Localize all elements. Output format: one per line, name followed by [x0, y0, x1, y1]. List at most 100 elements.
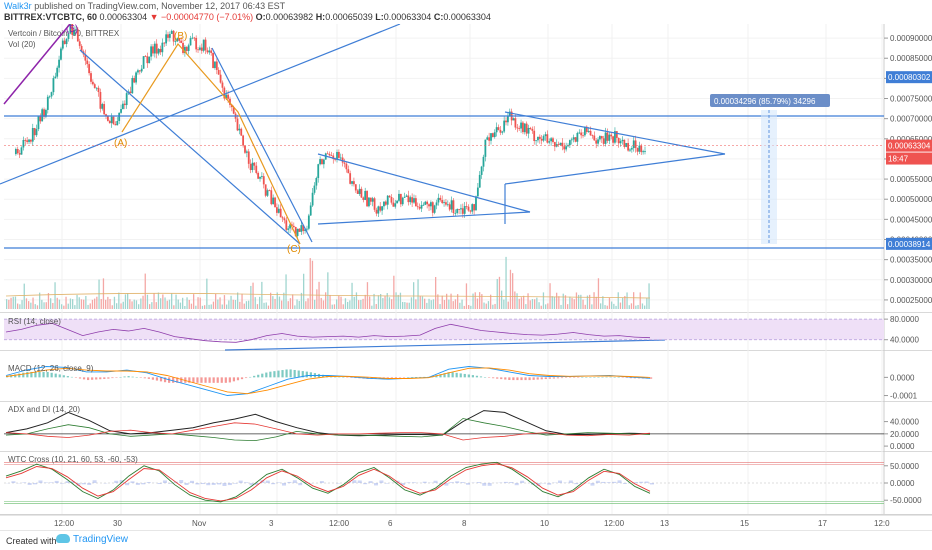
volume-bar: [454, 299, 457, 309]
candle-body: [383, 201, 385, 207]
wt-histogram-bar: [162, 480, 167, 483]
macd-histogram-bar: [536, 377, 539, 380]
y-tick-label: 0.00065000: [890, 135, 932, 144]
candle-body: [354, 184, 357, 191]
candle-body: [208, 50, 211, 53]
candle-body: [306, 228, 308, 230]
wt-histogram-bar: [379, 480, 384, 483]
candle-body: [174, 41, 177, 43]
candle-body: [262, 176, 265, 185]
volume-bar: [479, 292, 481, 309]
wt-histogram-bar: [579, 482, 584, 483]
candle-body: [300, 225, 303, 232]
candle-body: [501, 131, 504, 133]
volume-bar: [151, 302, 153, 309]
y-tick-label: -50.0000: [890, 496, 922, 505]
candle-body: [260, 176, 263, 178]
volume-bar: [507, 301, 509, 309]
macd-histogram-bar: [342, 377, 345, 378]
macd-histogram-bar: [463, 373, 466, 378]
volume-bar: [228, 300, 230, 309]
author-link[interactable]: Walk3r: [4, 1, 32, 11]
wt1-line: [5, 461, 651, 503]
volume-bar: [380, 294, 382, 309]
candle-body: [247, 151, 250, 164]
volume-bar: [118, 292, 120, 309]
volume-bar: [641, 303, 644, 309]
volume-bar: [468, 305, 470, 309]
volume-bar: [116, 303, 118, 309]
macd-histogram-bar: [613, 377, 616, 378]
volume-bar: [226, 304, 228, 309]
macd-histogram-bar: [650, 377, 653, 379]
candle-body: [221, 82, 224, 88]
macd-histogram-bar: [62, 375, 65, 378]
macd-histogram-bar: [548, 377, 551, 379]
volume-bar: [19, 304, 21, 309]
candle-body: [561, 142, 564, 147]
volume-bar: [584, 304, 586, 309]
macd-histogram-bar: [435, 375, 438, 378]
candle-body: [394, 203, 397, 207]
candle-body: [533, 130, 536, 141]
candle-body: [381, 206, 383, 211]
y-tick-label: 50.0000: [890, 462, 919, 471]
candle-body: [418, 207, 421, 209]
macd-histogram-bar: [38, 371, 41, 378]
y-tick-label: 0.00030000: [890, 276, 932, 285]
volume-bar: [371, 305, 373, 309]
candle-body: [138, 70, 141, 72]
macd-histogram-bar: [50, 372, 53, 378]
trend-line: [79, 49, 301, 245]
candle-body: [195, 37, 198, 50]
wt-histogram-bar: [574, 483, 579, 485]
trend-line: [504, 153, 726, 185]
candle-body: [309, 205, 312, 216]
macd-histogram-bar: [346, 377, 349, 378]
candle-body: [67, 33, 70, 39]
tradingview-brand: TradingView: [73, 534, 129, 545]
candle-body: [570, 139, 573, 141]
volume-bar: [402, 301, 404, 309]
volume-bar: [309, 258, 311, 309]
volume-bar: [289, 298, 292, 309]
wt-histogram-bar: [650, 483, 654, 485]
macd-histogram-bar: [406, 377, 410, 378]
volume-ma-line: [5, 292, 651, 299]
macd-histogram-bar: [483, 377, 487, 378]
candle-body: [630, 148, 633, 150]
wave-line: [3, 24, 71, 105]
wt-histogram-bar: [374, 483, 378, 486]
volume-bar: [45, 302, 47, 309]
volume-bar: [430, 300, 432, 309]
candle-body: [538, 136, 541, 139]
volume-bar: [109, 298, 111, 309]
wt-histogram-bar: [130, 481, 135, 483]
candle-body: [210, 50, 213, 53]
volume-bar: [630, 303, 633, 309]
macd-histogram-bar: [577, 377, 580, 378]
volume-bar: [410, 297, 413, 309]
candle-body: [497, 127, 500, 130]
open-label: O:: [255, 12, 266, 22]
macd-histogram-bar: [176, 377, 179, 383]
macd-histogram-bar: [103, 377, 106, 379]
candle-body: [215, 61, 218, 70]
candle-body: [33, 128, 36, 136]
volume-bar: [107, 296, 109, 309]
volume-bar: [580, 294, 582, 309]
macd-histogram-bar: [240, 377, 244, 380]
wt-histogram-bar: [200, 483, 205, 485]
candle-body: [251, 162, 254, 171]
candle-body: [452, 200, 455, 214]
macd-histogram-bar: [475, 375, 479, 378]
candle-body: [182, 42, 184, 53]
last-price: 0.00063304: [99, 12, 148, 22]
wt-histogram-bar: [60, 483, 65, 484]
chart-canvas[interactable]: 0.000900000.000850000.000800000.00075000…: [0, 24, 932, 530]
chart-background: [0, 24, 932, 530]
candle-body: [345, 163, 348, 170]
tradingview-logo[interactable]: TradingView: [56, 534, 128, 545]
wt-histogram-bar: [184, 483, 189, 485]
macd-histogram-bar: [200, 377, 203, 383]
